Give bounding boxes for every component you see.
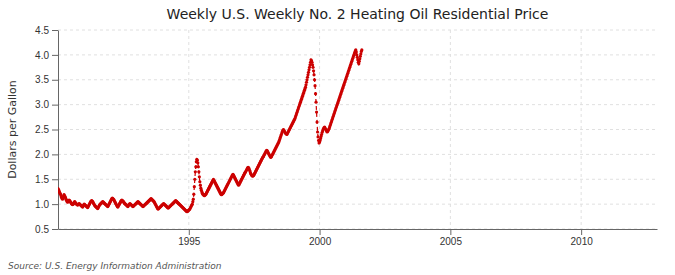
x-tick-mark (320, 229, 321, 235)
y-axis-line (58, 31, 59, 230)
chart-container: 1995 2000 2005 2010 0.5 1.0 1.5 2.0 2.5 3.0 3.5 4.0… (0, 0, 675, 275)
y-tick-mark (52, 130, 58, 131)
y-tick-mark (52, 105, 58, 106)
price-point (355, 50, 358, 53)
y-tick-label: 3.0 (35, 99, 49, 110)
y-tick: 1.0 (35, 199, 58, 210)
grid-line-x (581, 30, 582, 229)
price-point (194, 170, 197, 173)
y-tick: 4.5 (35, 25, 58, 36)
x-axis-line (59, 229, 658, 230)
grid-line-y (58, 104, 657, 105)
grid-line-y (58, 79, 657, 80)
y-tick-label: 0.5 (35, 224, 49, 235)
price-point (312, 69, 315, 72)
series-group (58, 48, 363, 213)
grid-line-y (58, 179, 657, 180)
y-tick-label: 1.0 (35, 199, 49, 210)
price-point (199, 184, 202, 187)
x-tick: 2000 (309, 229, 332, 247)
price-point (193, 178, 196, 181)
y-tick-label: 3.5 (35, 74, 49, 85)
y-tick-label: 4.0 (35, 50, 49, 61)
price-point (192, 198, 195, 201)
y-axis: 0.5 1.0 1.5 2.0 2.5 3.0 3.5 4.0 4.5 (35, 25, 58, 235)
price-point (192, 193, 195, 196)
price-point (190, 204, 193, 207)
x-tick: 1995 (178, 229, 201, 247)
y-tick: 0.5 (35, 224, 58, 235)
x-tick-label: 2010 (571, 236, 594, 247)
y-tick-mark (52, 80, 58, 81)
x-tick-label: 2005 (440, 236, 463, 247)
plot-area: 1995 2000 2005 2010 0.5 1.0 1.5 2.0 2.5 3.0 3.5 4.0… (35, 25, 657, 247)
grid-line-y (58, 154, 657, 155)
x-tick: 2005 (440, 229, 463, 247)
y-tick-label: 2.5 (35, 124, 49, 135)
x-tick-mark (450, 229, 451, 235)
price-point (196, 161, 199, 164)
x-tick-label: 2000 (309, 236, 332, 247)
y-tick-label: 4.5 (35, 25, 49, 36)
price-point (314, 92, 317, 95)
price-point (314, 101, 317, 104)
y-tick-label: 1.5 (35, 174, 49, 185)
price-point (360, 48, 363, 51)
grid-line-x (319, 30, 320, 229)
price-point (198, 175, 201, 178)
price-point (312, 73, 315, 76)
x-tick: 2010 (571, 229, 594, 247)
y-tick: 4.0 (35, 50, 58, 61)
grid-line-y (58, 30, 657, 31)
price-point (313, 84, 316, 87)
price-point (311, 66, 314, 69)
y-axis-title: Dollars per Gallon (6, 80, 19, 179)
x-tick-mark (189, 229, 190, 235)
y-tick-mark (52, 204, 58, 205)
price-point (197, 170, 200, 173)
grid (58, 30, 657, 229)
y-tick: 2.0 (35, 149, 58, 160)
grid-line-x (450, 30, 451, 229)
y-tick-mark (52, 229, 58, 230)
x-tick-label: 1995 (178, 236, 201, 247)
source-note: Source: U.S. Energy Information Administ… (8, 261, 222, 271)
y-tick-label: 2.0 (35, 149, 49, 160)
grid-line-y (58, 129, 657, 130)
y-tick-mark (52, 179, 58, 180)
y-tick-mark (52, 55, 58, 56)
y-tick: 3.0 (35, 99, 58, 110)
chart-title: Weekly U.S. Weekly No. 2 Heating Oil Res… (167, 6, 549, 22)
price-point (316, 130, 319, 133)
grid-line-y (58, 229, 657, 230)
x-axis: 1995 2000 2005 2010 (59, 229, 658, 247)
price-point (197, 165, 200, 168)
x-tick-mark (581, 229, 582, 235)
y-tick: 3.5 (35, 74, 58, 85)
price-point (313, 78, 316, 81)
y-tick-mark (52, 154, 58, 155)
chart-svg: 1995 2000 2005 2010 0.5 1.0 1.5 2.0 2.5 3.0 3.5 4.0… (0, 0, 675, 275)
price-point (195, 158, 198, 161)
grid-line-x (188, 30, 189, 229)
price-point (198, 180, 201, 183)
price-point (193, 185, 196, 188)
y-tick: 2.5 (35, 124, 58, 135)
price-line (58, 50, 362, 212)
y-tick: 1.5 (35, 174, 58, 185)
price-point (315, 110, 318, 113)
price-point (315, 120, 318, 123)
y-tick-mark (52, 30, 58, 31)
